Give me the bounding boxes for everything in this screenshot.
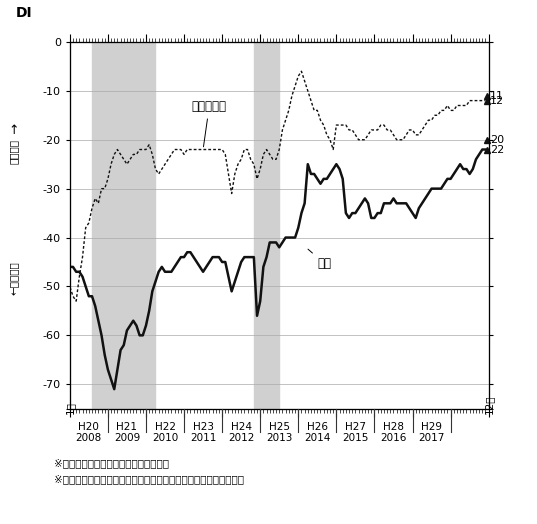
Bar — [92, 42, 156, 409]
Text: H21: H21 — [117, 422, 137, 432]
Text: 1月: 1月 — [65, 401, 75, 414]
Text: ↑: ↑ — [8, 125, 19, 137]
Text: 2008: 2008 — [76, 432, 102, 443]
Text: 業況見通し: 業況見通し — [192, 101, 227, 147]
Text: 2015: 2015 — [342, 432, 368, 443]
Text: ※業況見通しは、「当月に比べ」た今後３か月間の業況の見通し。: ※業況見通しは、「当月に比べ」た今後３か月間の業況の見通し。 — [54, 474, 244, 484]
Text: H27: H27 — [345, 422, 366, 432]
Text: H20: H20 — [78, 422, 99, 432]
Text: 22: 22 — [490, 145, 504, 155]
Text: H26: H26 — [307, 422, 328, 432]
Text: 「良い」: 「良い」 — [9, 139, 18, 165]
Bar — [254, 42, 279, 409]
Text: 2012: 2012 — [228, 432, 255, 443]
Text: 12: 12 — [490, 95, 504, 106]
Text: 2017: 2017 — [418, 432, 445, 443]
Text: 2009: 2009 — [114, 432, 140, 443]
Text: 11: 11 — [490, 91, 504, 101]
Text: DI: DI — [16, 6, 32, 20]
Text: H29: H29 — [421, 422, 442, 432]
Text: 2013: 2013 — [266, 432, 293, 443]
Text: ←「悪い」: ←「悪い」 — [9, 261, 18, 294]
Text: ※網掛けは、内閣府設定の景気後退期。: ※網掛けは、内閣府設定の景気後退期。 — [54, 458, 169, 468]
Text: H22: H22 — [155, 422, 176, 432]
Text: H24: H24 — [231, 422, 252, 432]
Text: H23: H23 — [193, 422, 214, 432]
Text: 2014: 2014 — [304, 432, 330, 443]
Text: 2010: 2010 — [152, 432, 178, 443]
Text: H28: H28 — [383, 422, 404, 432]
Text: H25: H25 — [268, 422, 290, 432]
Text: 2011: 2011 — [190, 432, 216, 443]
Text: 20: 20 — [490, 135, 504, 145]
Text: 業況: 業況 — [308, 249, 331, 270]
Text: 12月: 12月 — [484, 395, 494, 414]
Text: 2016: 2016 — [380, 432, 407, 443]
